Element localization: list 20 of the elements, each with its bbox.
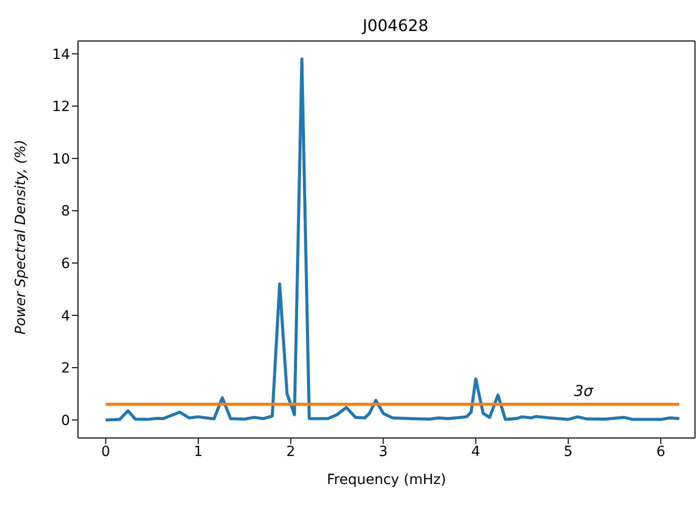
x-tick-label: 2 [286, 444, 296, 460]
x-axis-title: Frequency (mHz) [326, 472, 446, 488]
y-tick-label: 0 [61, 412, 70, 429]
y-tick-label: 14 [52, 46, 70, 63]
y-axis-title: Power Spectral Density, (%) [12, 140, 29, 334]
x-tick-label: 5 [564, 444, 573, 460]
x-tick-label: 6 [656, 444, 666, 460]
y-tick-label: 6 [61, 256, 70, 272]
y-tick-label: 2 [61, 360, 70, 377]
y-tick-label: 8 [61, 204, 70, 220]
chart-title: J004628 [360, 16, 430, 35]
x-tick-label: 3 [378, 444, 388, 460]
x-tick-label: 0 [101, 444, 110, 460]
line-series [104, 58, 681, 422]
y-tick-label: 4 [61, 308, 70, 324]
y-tick-label: 12 [52, 99, 70, 116]
y-tick-label: 10 [52, 151, 70, 168]
x-tick-label: 1 [194, 444, 203, 460]
x-tick-label: 4 [471, 444, 480, 460]
annotation: 3σ [574, 382, 594, 400]
